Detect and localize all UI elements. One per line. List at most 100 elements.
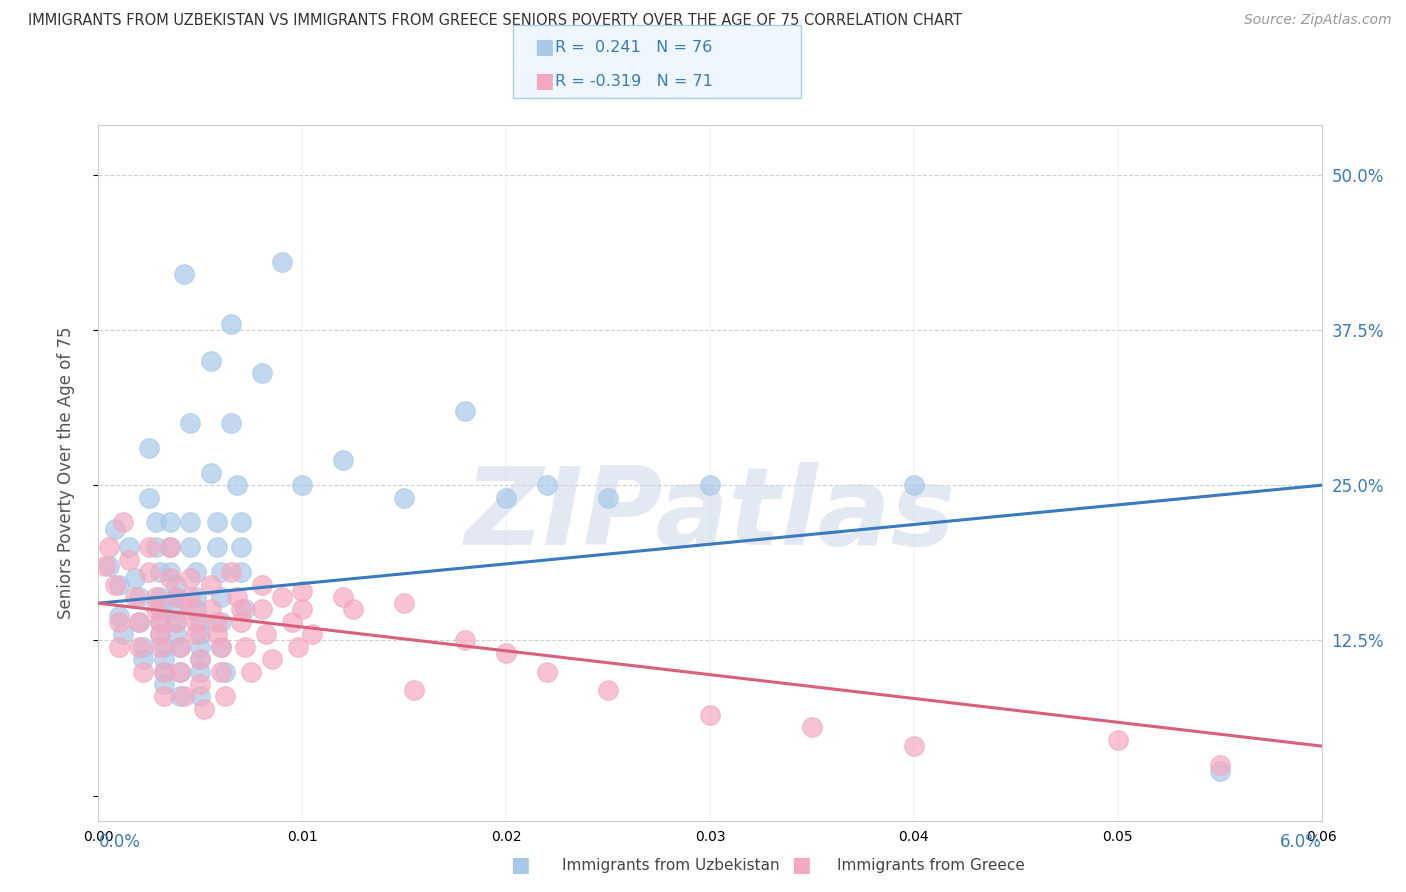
Point	[205, 615, 228, 629]
Point	[169, 690, 191, 704]
Point	[186, 627, 208, 641]
Point	[495, 491, 517, 505]
Point	[118, 541, 141, 555]
Point	[209, 565, 232, 579]
Point	[186, 590, 208, 604]
Point	[138, 541, 160, 555]
Point	[159, 571, 181, 585]
Point	[169, 640, 191, 654]
Point	[149, 565, 172, 579]
Point	[200, 354, 222, 368]
Point	[152, 640, 174, 654]
Point	[392, 491, 416, 505]
Point	[124, 590, 146, 604]
Text: Immigrants from Greece: Immigrants from Greece	[837, 858, 1025, 872]
Point	[219, 317, 242, 331]
Point	[454, 403, 477, 417]
Point	[188, 690, 212, 704]
Point	[598, 491, 620, 505]
Point	[214, 690, 236, 704]
Point	[93, 558, 115, 573]
Point	[173, 690, 195, 704]
Point	[118, 552, 141, 567]
Point	[132, 652, 155, 666]
Point	[226, 478, 249, 492]
Text: Source: ZipAtlas.com: Source: ZipAtlas.com	[1244, 13, 1392, 28]
Point	[152, 677, 174, 691]
Point	[392, 596, 416, 610]
Point	[179, 541, 201, 555]
Point	[1208, 757, 1232, 772]
Point	[287, 640, 309, 654]
Point	[169, 640, 191, 654]
Point	[209, 590, 232, 604]
Point	[200, 466, 222, 480]
Point	[188, 652, 212, 666]
Point	[145, 590, 167, 604]
Point	[165, 615, 187, 629]
Point	[149, 627, 172, 641]
Point	[108, 640, 131, 654]
Point	[179, 571, 201, 585]
Point	[149, 602, 172, 616]
Point	[536, 665, 558, 679]
Point	[152, 665, 174, 679]
Point	[1208, 764, 1232, 778]
Point	[138, 565, 160, 579]
Point	[801, 721, 824, 735]
Point	[159, 565, 181, 579]
Point	[97, 541, 120, 555]
Point	[186, 565, 208, 579]
Point	[188, 627, 212, 641]
Point	[149, 615, 172, 629]
Point	[903, 478, 925, 492]
Point	[179, 590, 201, 604]
Point	[132, 665, 155, 679]
Point	[200, 577, 222, 591]
Point	[301, 627, 323, 641]
Point	[214, 665, 236, 679]
Point	[128, 615, 150, 629]
Point	[138, 441, 160, 455]
Point	[598, 683, 620, 698]
Point	[165, 602, 187, 616]
Text: R = -0.319   N = 71: R = -0.319 N = 71	[555, 74, 713, 88]
Point	[186, 602, 208, 616]
Text: ■: ■	[792, 855, 811, 875]
Point	[179, 516, 201, 530]
Point	[250, 367, 273, 381]
Point	[111, 627, 134, 641]
Point	[165, 627, 187, 641]
Point	[128, 640, 150, 654]
Text: ZIPatlas: ZIPatlas	[464, 461, 956, 567]
Point	[699, 708, 721, 723]
Text: Immigrants from Uzbekistan: Immigrants from Uzbekistan	[562, 858, 780, 872]
Point	[233, 602, 256, 616]
Point	[128, 615, 150, 629]
Point	[149, 627, 172, 641]
Point	[209, 640, 232, 654]
Point	[138, 491, 160, 505]
Point	[169, 665, 191, 679]
Point	[159, 541, 181, 555]
Point	[205, 516, 228, 530]
Point	[209, 640, 232, 654]
Point	[250, 602, 273, 616]
Text: IMMIGRANTS FROM UZBEKISTAN VS IMMIGRANTS FROM GREECE SENIORS POVERTY OVER THE AG: IMMIGRANTS FROM UZBEKISTAN VS IMMIGRANTS…	[28, 13, 962, 29]
Point	[159, 541, 181, 555]
Point	[149, 590, 172, 604]
Point	[903, 739, 925, 753]
Text: ■: ■	[534, 71, 554, 91]
Point	[149, 640, 172, 654]
Point	[231, 565, 253, 579]
Point	[209, 615, 232, 629]
Point	[219, 416, 242, 430]
Point	[209, 665, 232, 679]
Point	[111, 516, 134, 530]
Point	[270, 590, 292, 604]
Point	[149, 615, 172, 629]
Text: R =  0.241   N = 76: R = 0.241 N = 76	[555, 40, 713, 54]
Point	[454, 633, 477, 648]
Point	[291, 602, 314, 616]
Point	[124, 571, 146, 585]
